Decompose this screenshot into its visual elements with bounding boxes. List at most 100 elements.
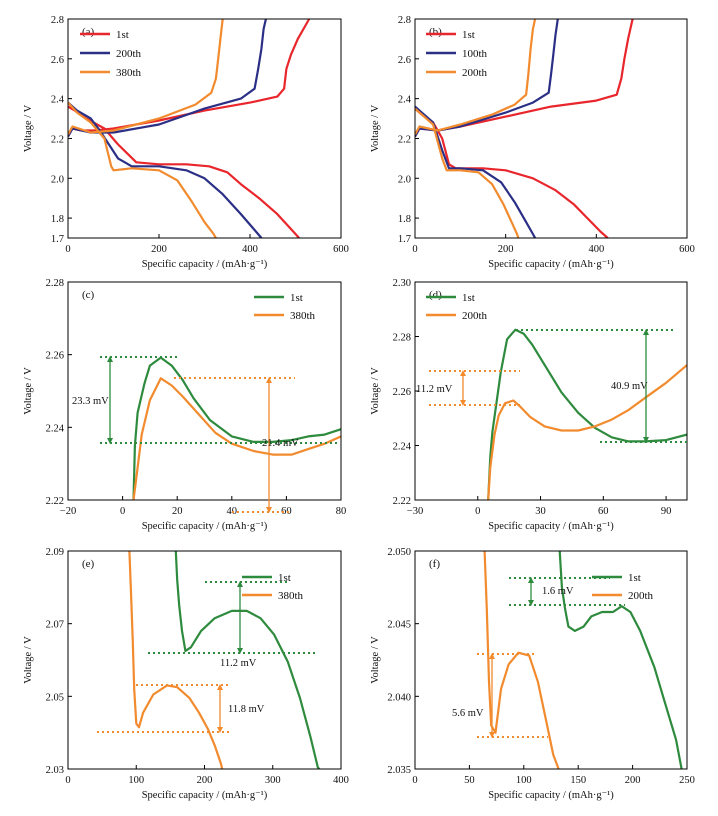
x-tick-label: 0 — [65, 775, 70, 786]
legend-label: 1st — [462, 29, 475, 41]
series-line-200th-0 — [415, 107, 520, 238]
x-tick-label: 100 — [516, 775, 532, 786]
series-line-100th-0 — [415, 105, 537, 238]
y-tick-label: 1.8 — [51, 214, 64, 225]
y-tick-label: 2.6 — [51, 55, 64, 66]
x-axis-label: Specific capacity / (mAh·g⁻¹) — [488, 521, 614, 532]
x-tick-label: 400 — [588, 244, 604, 255]
chart-panel-e: 0 100 200 300 400 2.03 2.05 2.07 2.09 Specific ca… — [23, 547, 349, 801]
series-line-380th-0 — [128, 551, 224, 769]
legend: 1st 100th 200th — [426, 29, 488, 79]
x-axis-label: Specific capacity / (mAh·g⁻¹) — [142, 521, 268, 532]
panel-tag: (f) — [429, 558, 440, 570]
y-tick-label: 2.0 — [398, 174, 411, 185]
y-tick-label: 2.24 — [393, 442, 412, 453]
annotation-label: 11.2 mV — [220, 658, 257, 669]
panel-tag: (c) — [82, 289, 95, 301]
x-tick-label: −30 — [407, 506, 423, 517]
y-tick-label: 2.2 — [51, 134, 64, 145]
series-line-1st-0 — [174, 551, 321, 769]
panel-tag: (a) — [82, 26, 95, 38]
legend-label: 1st — [116, 29, 129, 41]
chart-panel-f: 0 50 100 150 200 250 2.035 2.040 2.045 2.050 Speci… — [370, 547, 695, 801]
x-tick-label: 600 — [679, 244, 695, 255]
legend-label: 1st — [290, 292, 303, 304]
x-axis-label: Specific capacity / (mAh·g⁻¹) — [142, 259, 268, 270]
series-line-380th-1 — [68, 19, 224, 136]
legend: 1st 200th — [592, 572, 654, 602]
series-line-1st-0 — [132, 356, 341, 500]
x-axis-label: Specific capacity / (mAh·g⁻¹) — [488, 790, 614, 801]
x-axis-label: Specific capacity / (mAh·g⁻¹) — [142, 790, 268, 801]
annotation-orange: 11.8 mV — [97, 684, 265, 733]
y-tick-label: 2.4 — [51, 95, 65, 106]
annotation-orange: 5.6 mV — [452, 653, 548, 738]
y-axis-label: Voltage / V — [370, 636, 381, 684]
series-line-1st-0 — [68, 105, 300, 238]
annotation-green: 1.6 mV — [509, 577, 625, 606]
legend-label: 380th — [290, 310, 316, 322]
y-tick-label: 2.07 — [46, 620, 64, 631]
y-tick-label: 2.26 — [46, 351, 64, 362]
x-tick-label: 250 — [679, 775, 695, 786]
plot-frame — [414, 18, 688, 239]
y-tick-label: 2.03 — [46, 765, 64, 776]
plot-frame — [67, 281, 342, 501]
x-tick-label: 50 — [464, 775, 475, 786]
legend: 1st 200th 380th — [80, 29, 142, 79]
legend-label: 200th — [116, 48, 142, 60]
x-tick-label: 0 — [120, 506, 125, 517]
y-axis-label: Voltage / V — [23, 367, 34, 415]
legend: 1st 200th — [426, 292, 488, 322]
y-tick-label: 2.050 — [387, 547, 411, 558]
y-tick-label: 1.8 — [398, 214, 411, 225]
x-tick-label: 300 — [265, 775, 281, 786]
y-tick-label: 2.4 — [398, 95, 412, 106]
annotation-orange: 11.2 mV — [416, 370, 520, 406]
y-tick-label: 2.035 — [387, 765, 411, 776]
panel-tag: (b) — [429, 26, 442, 38]
y-axis-label: Voltage / V — [370, 367, 381, 415]
y-tick-label: 2.24 — [46, 423, 65, 434]
annotation-label: 5.6 mV — [452, 708, 484, 719]
panel-tag: (e) — [82, 558, 95, 570]
legend: 1st 380th — [254, 292, 316, 322]
chart-panel-b: 0 200 400 600 1.7 1.8 2.0 2.2 2.4 2.6 2.8 Specific … — [370, 15, 695, 270]
legend-label: 200th — [462, 310, 488, 322]
y-tick-label: 2.6 — [398, 55, 411, 66]
series-line-380th-0 — [132, 377, 341, 500]
x-tick-label: 0 — [412, 244, 417, 255]
x-tick-label: 200 — [151, 244, 167, 255]
x-tick-label: 0 — [475, 506, 480, 517]
y-tick-label: 1.7 — [398, 234, 411, 245]
legend-label: 200th — [462, 67, 488, 79]
legend-label: 200th — [628, 590, 654, 602]
legend-label: 380th — [278, 590, 304, 602]
x-tick-label: 600 — [333, 244, 349, 255]
x-tick-label: 90 — [661, 506, 672, 517]
x-tick-label: 0 — [65, 244, 70, 255]
y-tick-label: 2.040 — [387, 692, 411, 703]
x-tick-label: 200 — [625, 775, 641, 786]
x-tick-label: 30 — [535, 506, 546, 517]
annotation-label: 11.8 mV — [228, 704, 265, 715]
y-tick-label: 2.05 — [46, 692, 64, 703]
x-tick-label: 20 — [172, 506, 183, 517]
annotation-label: 23.3 mV — [72, 396, 109, 407]
series-line-1st-0 — [487, 328, 687, 500]
legend-label: 1st — [462, 292, 475, 304]
y-tick-label: 2.2 — [398, 134, 411, 145]
x-tick-label: −20 — [60, 506, 76, 517]
legend-label: 380th — [116, 67, 142, 79]
y-tick-label: 2.8 — [51, 15, 64, 26]
series-line-200th-1 — [415, 19, 537, 136]
y-tick-label: 2.8 — [398, 15, 411, 26]
legend: 1st 380th — [242, 572, 304, 602]
panel-tag: (d) — [429, 289, 442, 301]
annotation-green: 11.2 mV — [148, 581, 318, 669]
y-tick-label: 2.26 — [393, 387, 411, 398]
annotation-label: 21.4 mV — [262, 438, 299, 449]
chart-panel-a: 0 200 400 600 1.7 1.8 2.0 2.2 2.4 2.6 2.8 Specific … — [23, 15, 349, 270]
series-line-200th-0 — [68, 101, 263, 238]
